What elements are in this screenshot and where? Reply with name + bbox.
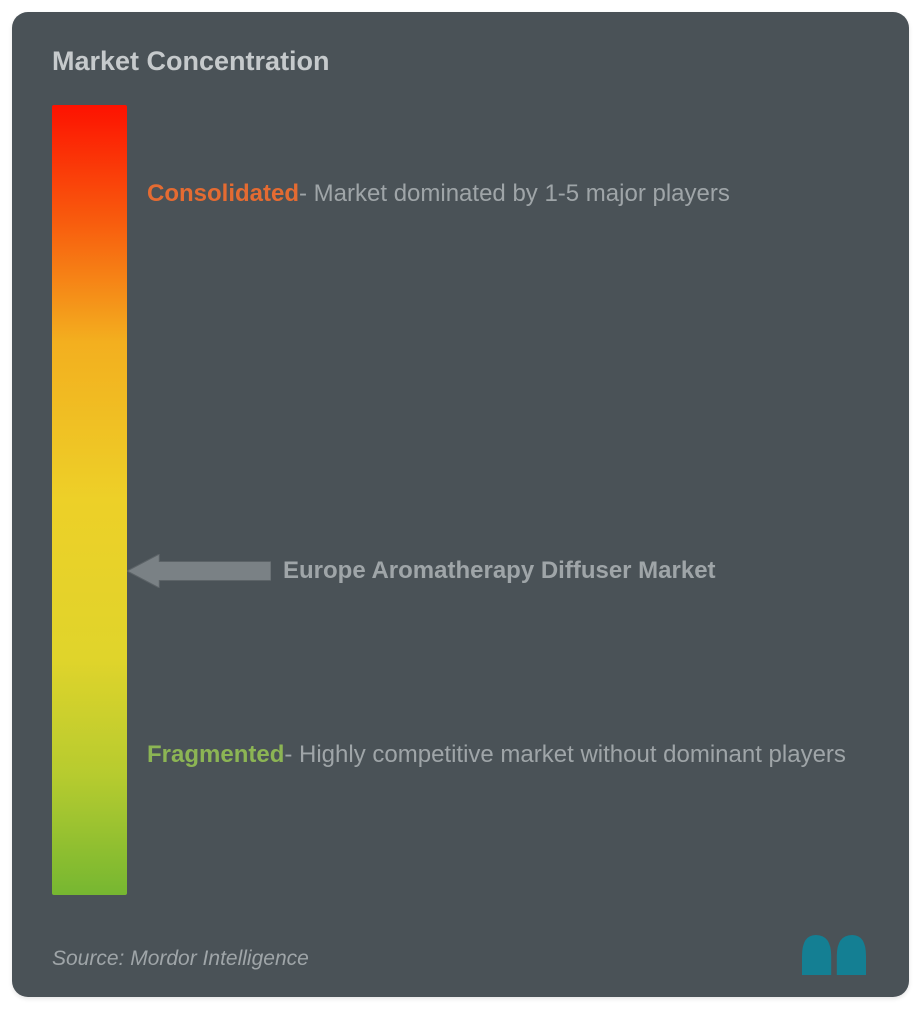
market-concentration-card: Market Concentration Consolidated- Marke… [12, 12, 909, 997]
chart-content: Consolidated- Market dominated by 1-5 ma… [52, 105, 869, 895]
consolidated-label: Consolidated- Market dominated by 1-5 ma… [147, 176, 859, 212]
left-arrow-icon [127, 554, 271, 588]
scale-labels-area: Consolidated- Market dominated by 1-5 ma… [147, 105, 869, 895]
gradient-scale-bar [52, 105, 127, 895]
fragmented-body: - Highly competitive market without domi… [284, 741, 846, 768]
fragmented-head: Fragmented [147, 741, 284, 768]
chart-title: Market Concentration [52, 46, 869, 77]
fragmented-label: Fragmented- Highly competitive market wi… [147, 737, 859, 773]
consolidated-head: Consolidated [147, 180, 299, 207]
mordor-logo-icon [799, 933, 869, 975]
source-attribution: Source: Mordor Intelligence [52, 947, 309, 971]
consolidated-body: - Market dominated by 1-5 major players [299, 180, 730, 207]
market-pointer: Europe Aromatherapy Diffuser Market [127, 554, 716, 588]
pointer-label: Europe Aromatherapy Diffuser Market [283, 557, 716, 585]
